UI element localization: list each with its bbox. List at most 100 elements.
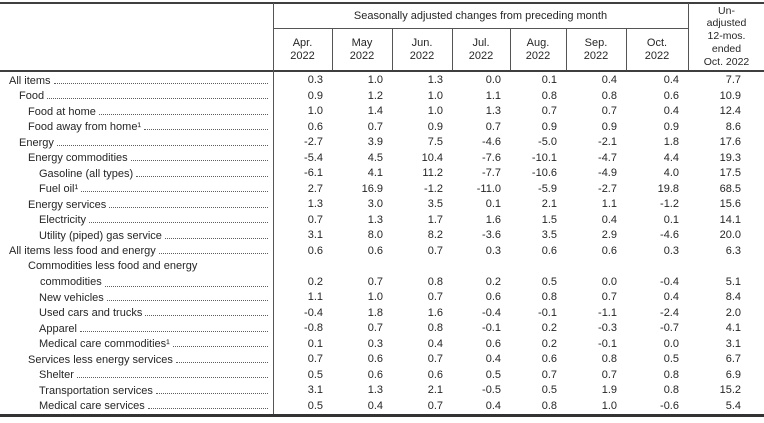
cell-value: 3.5 <box>541 229 557 241</box>
month-label: Sep. <box>584 36 608 49</box>
month-label: Apr. <box>292 36 313 49</box>
year-label: 2022 <box>583 49 609 62</box>
row-label: New vehicles <box>0 292 273 304</box>
cell-value: 0.1 <box>485 198 501 210</box>
table-row: Medical care services 0.5 0.4 0.7 0.4 0.8 1.0 -… <box>0 399 764 415</box>
cell-value: 0.4 <box>663 105 679 117</box>
cell-value: 0.4 <box>663 74 679 86</box>
leader-dots <box>164 237 268 239</box>
cell-value: 0.8 <box>601 353 617 365</box>
leader-dots <box>147 407 268 410</box>
cell-value: 4.0 <box>663 167 679 179</box>
cell-value: 0.1 <box>307 337 323 350</box>
table-row: Apparel -0.8 0.7 0.8 -0.1 0.2 -0.3 -0.7 4.1 <box>0 321 764 337</box>
cell-value: -4.6 <box>482 136 501 148</box>
leader-dots <box>53 82 268 84</box>
cell-value: 1.0 <box>307 105 323 117</box>
row-label-text: All items less food and energy <box>9 245 156 258</box>
cell-value: 0.6 <box>601 244 617 257</box>
unadjusted-column-header: Un-adjusted 12-mos. ended Oct. 2022 <box>689 3 764 70</box>
month-header-cell: Sep. 2022 <box>566 29 626 70</box>
cell-value: 0.2 <box>541 322 557 334</box>
cell-value: 1.6 <box>427 306 443 319</box>
table-row: Utility (piped) gas service 3.1 8.0 8.2 -3.6… <box>0 228 764 244</box>
cell-value: 0.8 <box>427 322 443 334</box>
cell-value: -1.1 <box>598 306 617 319</box>
row-label: Energy commodities <box>0 152 273 164</box>
row-label: Shelter <box>0 369 273 381</box>
cell-value: 6.7 <box>725 353 741 365</box>
cell-value: 4.4 <box>663 151 679 164</box>
cell-value: -4.9 <box>598 167 617 179</box>
table-row: All items less food and energy 0.6 0.6 0.7 0… <box>0 244 764 260</box>
cell-value: 0.8 <box>541 399 557 412</box>
cell-value: 19.3 <box>719 151 741 164</box>
month-divider <box>510 29 511 70</box>
leader-dots <box>79 330 268 332</box>
cell-value: -0.4 <box>660 275 679 288</box>
row-label-line2: commodities <box>0 275 269 291</box>
cell-value: 12.4 <box>719 105 741 117</box>
unadjusted-header-line: Oct. 2022 <box>703 55 750 68</box>
cell-value: 0.7 <box>307 213 323 226</box>
cell-value: 0.5 <box>663 353 679 365</box>
row-label-text: Energy commodities <box>28 152 128 165</box>
table-top-border <box>0 2 764 4</box>
month-label: Oct. <box>646 36 668 49</box>
table-row: Services less energy services 0.7 0.6 0.7 0.… <box>0 352 764 368</box>
cell-value: 1.0 <box>601 399 617 412</box>
cell-value: 0.7 <box>601 105 617 117</box>
cell-value: 68.5 <box>719 182 741 195</box>
month-label: Aug. <box>526 36 550 49</box>
cell-value: -0.1 <box>538 306 557 319</box>
cell-value: 10.9 <box>719 89 741 102</box>
cell-value: 17.6 <box>719 136 741 148</box>
row-label-text: Transportation services <box>39 384 153 397</box>
row-label-text: Electricity <box>39 214 87 227</box>
cell-value: 2.0 <box>725 306 741 319</box>
table-row: Fuel oil¹ 2.7 16.9 -1.2 -11.0 -5.9 -2.7 19.8 68.… <box>0 182 764 198</box>
cell-value: 0.6 <box>663 89 679 102</box>
row-label: Gasoline (all types) <box>0 168 273 180</box>
cell-value: 2.9 <box>601 229 617 241</box>
year-label: 2022 <box>468 49 494 62</box>
table-body: All items 0.3 1.0 1.3 0.0 0.1 0.4 0.4 7.7 Food 0.9… <box>0 73 764 414</box>
cell-value: 6.9 <box>725 368 741 381</box>
cell-value: 3.0 <box>367 198 383 210</box>
cell-value: 0.4 <box>485 353 501 365</box>
cell-value: 0.6 <box>367 353 383 365</box>
leader-dots <box>130 159 268 162</box>
row-label-line1: Commodities less food and energy <box>0 259 269 275</box>
leader-dots <box>76 376 268 379</box>
cell-value: 0.7 <box>367 120 383 133</box>
month-divider <box>566 29 567 70</box>
cell-value: 1.7 <box>427 213 443 226</box>
cell-value: -0.3 <box>598 322 617 334</box>
cell-value: 0.6 <box>367 244 383 257</box>
cell-value: 0.8 <box>541 89 557 102</box>
month-label: Jun. <box>411 36 433 49</box>
seasonally-adjusted-header: Seasonally adjusted changes from precedi… <box>273 3 688 28</box>
cell-value: -5.9 <box>538 182 557 195</box>
cell-value: -2.4 <box>660 306 679 319</box>
cell-value: 1.1 <box>307 291 323 303</box>
cell-value: 0.5 <box>541 275 557 288</box>
cell-value: -2.7 <box>598 182 617 195</box>
cell-value: -11.0 <box>476 182 501 195</box>
cell-value: 2.1 <box>541 198 557 210</box>
leader-dots <box>106 299 268 301</box>
cell-value: 0.2 <box>307 275 323 288</box>
cell-value: 1.0 <box>367 74 383 86</box>
leader-dots <box>144 128 268 131</box>
cell-value: -2.7 <box>304 136 323 148</box>
table-row: Transportation services 3.1 1.3 2.1 -0.5 0.5 1… <box>0 383 764 399</box>
month-header-cell: Oct. 2022 <box>626 29 688 70</box>
cell-value: 4.5 <box>367 151 383 164</box>
cell-value: 3.1 <box>307 229 323 241</box>
month-divider <box>626 29 627 70</box>
cell-value: 11.2 <box>422 167 443 179</box>
cell-value: -1.2 <box>424 182 443 195</box>
table-row: New vehicles 1.1 1.0 0.7 0.6 0.8 0.7 0.4 8.4 <box>0 290 764 306</box>
cell-value: 3.1 <box>307 384 323 396</box>
